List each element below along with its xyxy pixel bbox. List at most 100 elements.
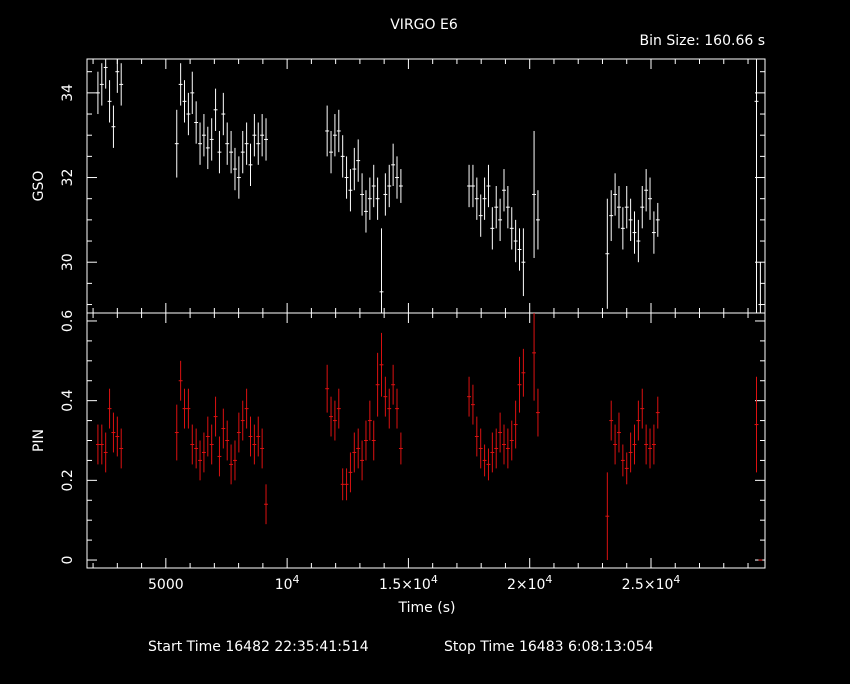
gso-data-point [613, 173, 618, 216]
gso-data-point [111, 105, 116, 148]
pin-data-point [205, 416, 210, 457]
pin-data-point [225, 420, 230, 461]
gso-data-point [467, 164, 471, 208]
pin-frame [86, 312, 766, 569]
pin-data-point [95, 424, 100, 465]
gso-data-point [620, 207, 625, 250]
gso-data-point [617, 186, 621, 229]
gso-data-point [505, 186, 510, 229]
gso-data-point [178, 63, 183, 106]
y-tick-label: 32 [60, 169, 76, 187]
pin-data-point [115, 416, 120, 457]
gso-data-point [221, 92, 226, 136]
pin-data-point [103, 432, 108, 473]
gso-data-point [233, 147, 237, 191]
gso-data-point [340, 135, 345, 178]
gso-data-point [336, 109, 341, 153]
pin-data-point [478, 428, 483, 469]
pin-data-point [178, 360, 183, 401]
pin-data-point [336, 388, 341, 429]
pin-data-point [648, 428, 652, 469]
gso-data-point [174, 109, 179, 178]
pin-data-point [332, 400, 337, 441]
pin-data-point [99, 424, 104, 465]
gso-data-point [244, 122, 249, 165]
pin-data-point [505, 428, 510, 469]
y-tick-label: 0.4 [60, 389, 76, 411]
y-tick-label: 0.6 [60, 310, 76, 332]
stop-time-label: Stop Time 16483 6:08:13:054 [444, 639, 653, 655]
x-tick-label: 5000 [148, 577, 184, 593]
pin-data-point [383, 376, 388, 417]
pin-data-point [628, 432, 633, 473]
gso-data-point [201, 114, 206, 157]
x-tick-label: 104 [275, 573, 300, 593]
gso-data-point [605, 198, 610, 309]
y-tick-label: 0 [60, 556, 76, 565]
pin-data-point [486, 448, 491, 481]
x-axis-label: Time (s) [398, 600, 456, 616]
gso-data-point [482, 177, 487, 220]
pin-data-point [387, 388, 392, 429]
gso-data-point [213, 88, 218, 131]
gso-data-point [225, 122, 230, 165]
pin-data-point [474, 416, 479, 457]
gso-data-point [107, 80, 112, 123]
pin-data-point [217, 436, 222, 477]
pin-data-point [609, 400, 614, 441]
pin-data-point [498, 412, 503, 453]
pin-data-point [182, 388, 187, 429]
gso-data-point [758, 262, 763, 313]
gso-data-point [640, 186, 645, 229]
gso-data-point [115, 59, 120, 93]
gso-data-point [636, 219, 641, 263]
x-tick-label: 2×104 [507, 573, 552, 593]
gso-data-point [329, 130, 333, 174]
pin-data-point [395, 388, 399, 429]
gso-data-point [260, 114, 265, 157]
pin-data-point [190, 424, 195, 465]
gso-data-point [256, 122, 261, 165]
gso-data-point [252, 114, 257, 157]
pin-data-point [613, 424, 618, 465]
pin-data-point [213, 396, 218, 437]
y-axis-label: GSO [31, 171, 47, 202]
pin-data-point [391, 364, 396, 405]
pin-data-point [644, 424, 649, 465]
pin-data-point [490, 432, 495, 473]
gso-data-point [352, 147, 357, 191]
pin-data-point [398, 432, 403, 465]
pin-data-point [467, 376, 471, 417]
gso-data-point [624, 186, 629, 229]
gso-data-point [356, 139, 361, 182]
pin-data-point [348, 452, 353, 493]
gso-data-point [474, 177, 479, 220]
gso-data-point [364, 190, 368, 233]
gso-data-point [532, 130, 537, 258]
pin-data-point [371, 420, 376, 461]
pin-data-point [233, 440, 237, 481]
pin-data-point [632, 424, 637, 465]
pin-data-point [624, 452, 629, 485]
gso-data-point [95, 71, 100, 115]
gso-data-point [190, 71, 195, 115]
pin-data-point [340, 468, 345, 501]
x-tick-label: 2.5×104 [622, 573, 681, 593]
pin-data-point [482, 444, 487, 477]
pin-data-point [494, 428, 499, 469]
gso-data-point [498, 198, 503, 242]
pin-data-point [119, 428, 124, 469]
gso-data-point [360, 173, 365, 216]
gso-data-point [379, 228, 384, 313]
gso-data-point [644, 169, 649, 212]
gso-data-point [521, 228, 526, 297]
gso-data-point [209, 118, 214, 161]
pin-data-point [194, 428, 199, 469]
pin-data-point [352, 432, 357, 473]
pin-data-point [325, 364, 330, 413]
gso-data-point [609, 190, 614, 242]
pin-data-point [240, 400, 245, 441]
pin-data-point [640, 388, 645, 429]
pin-data-point [248, 416, 253, 457]
